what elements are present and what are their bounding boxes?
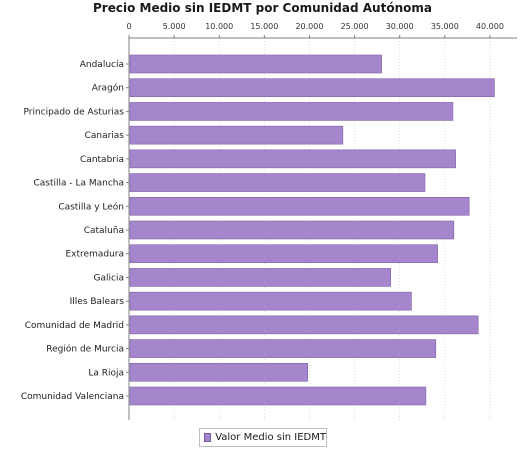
x-tick-label: 30.000 — [386, 22, 414, 31]
bar — [129, 149, 456, 169]
bar — [129, 386, 427, 406]
category-label: Región de Murcia — [46, 344, 124, 355]
x-tick-label: 25.000 — [341, 22, 369, 31]
x-tick-label: 35.000 — [431, 22, 459, 31]
category-label: Cataluña — [84, 226, 124, 236]
x-tick-label: 10.000 — [205, 22, 233, 31]
legend-label: Valor Medio sin IEDMT — [215, 432, 326, 443]
x-tick-label: 15.000 — [250, 22, 278, 31]
category-label: Castilla - La Mancha — [33, 179, 124, 189]
category-label: Castilla y León — [58, 201, 124, 212]
bar — [129, 196, 470, 216]
category-label: Galicia — [94, 273, 124, 283]
category-label: Aragón — [92, 83, 124, 94]
x-tick-label: 5.000 — [163, 22, 186, 31]
category-label: La Rioja — [88, 368, 124, 378]
category-label: Principado de Asturias — [23, 107, 124, 117]
category-label: Illes Balears — [70, 297, 125, 307]
x-tick-label: 40.000 — [476, 22, 504, 31]
bar — [129, 78, 495, 98]
bar — [129, 125, 344, 145]
bar — [129, 362, 308, 382]
category-label: Canarias — [85, 131, 125, 141]
bar — [129, 173, 426, 192]
category-label: Comunidad Valenciana — [21, 392, 124, 402]
bar — [129, 291, 412, 311]
x-tick-label: 20.000 — [295, 22, 323, 31]
bar — [129, 102, 454, 121]
category-label: Andalucía — [80, 60, 124, 70]
chart-title: Precio Medio sin IEDMT por Comunidad Aut… — [93, 1, 432, 15]
bar — [129, 315, 479, 335]
x-tick-label: 0 — [126, 22, 131, 31]
category-label: Extremadura — [66, 250, 125, 260]
bar — [129, 244, 438, 264]
legend: Valor Medio sin IEDMT — [199, 428, 327, 447]
category-label: Cantabria — [80, 155, 124, 165]
category-label: Comunidad de Madrid — [25, 321, 124, 331]
legend-swatch — [204, 433, 212, 442]
bar — [129, 268, 391, 287]
bar — [129, 54, 382, 74]
bar — [129, 339, 437, 358]
bar — [129, 220, 455, 240]
